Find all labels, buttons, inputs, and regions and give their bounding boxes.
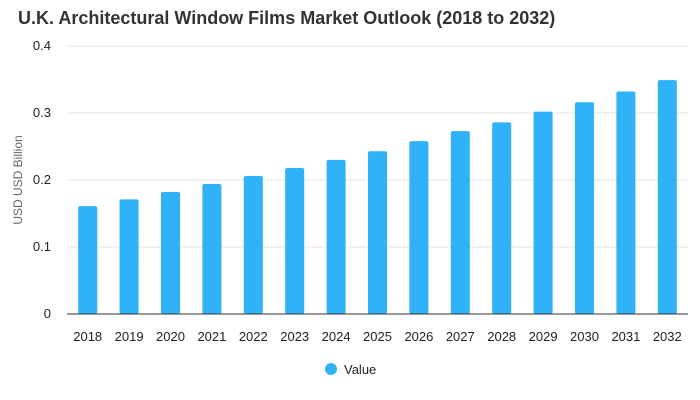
x-tick-label: 2024 (322, 329, 351, 344)
bar-2019 (119, 199, 139, 314)
bar-2025 (367, 151, 388, 314)
y-tick-label: 0.2 (33, 172, 51, 187)
y-axis-label: USD USD Billion (11, 135, 25, 224)
x-tick-label: 2030 (570, 329, 599, 344)
bar-2030 (574, 102, 595, 314)
legend-label: Value (344, 362, 376, 377)
x-tick-label: 2022 (239, 329, 268, 344)
bar-2032 (657, 80, 677, 314)
bar-2018 (78, 206, 98, 314)
bar-2020 (160, 192, 181, 314)
x-tick-label: 2021 (197, 329, 226, 344)
legend: Value (325, 362, 376, 377)
y-axis-ticks: 0 0.1 0.2 0.3 0.4 (33, 38, 51, 321)
x-tick-label: 2020 (156, 329, 185, 344)
legend-marker (325, 363, 337, 375)
x-tick-label: 2023 (280, 329, 309, 344)
bars (78, 80, 677, 314)
x-tick-label: 2027 (446, 329, 475, 344)
x-tick-label: 2031 (611, 329, 640, 344)
x-tick-label: 2032 (653, 329, 682, 344)
bar-2029 (533, 111, 553, 314)
bar-2021 (202, 184, 222, 314)
bar-2022 (243, 175, 263, 314)
x-tick-label: 2019 (115, 329, 144, 344)
bar-2023 (285, 167, 305, 314)
bar-2024 (326, 159, 346, 314)
x-tick-label: 2026 (404, 329, 433, 344)
y-tick-label: 0.1 (33, 239, 51, 254)
x-tick-label: 2025 (363, 329, 392, 344)
bar-2027 (450, 131, 470, 314)
y-tick-label: 0.4 (33, 38, 51, 53)
x-tick-label: 2028 (487, 329, 516, 344)
x-axis-ticks: 2018 2019 2020 2021 2022 2023 2024 2025 2026 2027… (73, 329, 682, 344)
x-tick-label: 2029 (529, 329, 558, 344)
bar-2026 (409, 141, 429, 314)
y-tick-label: 0 (44, 306, 51, 321)
bar-2028 (492, 122, 512, 314)
chart-title: U.K. Architectural Window Films Market O… (18, 8, 555, 28)
x-tick-label: 2018 (73, 329, 102, 344)
bar-2031 (616, 91, 636, 314)
y-tick-label: 0.3 (33, 105, 51, 120)
